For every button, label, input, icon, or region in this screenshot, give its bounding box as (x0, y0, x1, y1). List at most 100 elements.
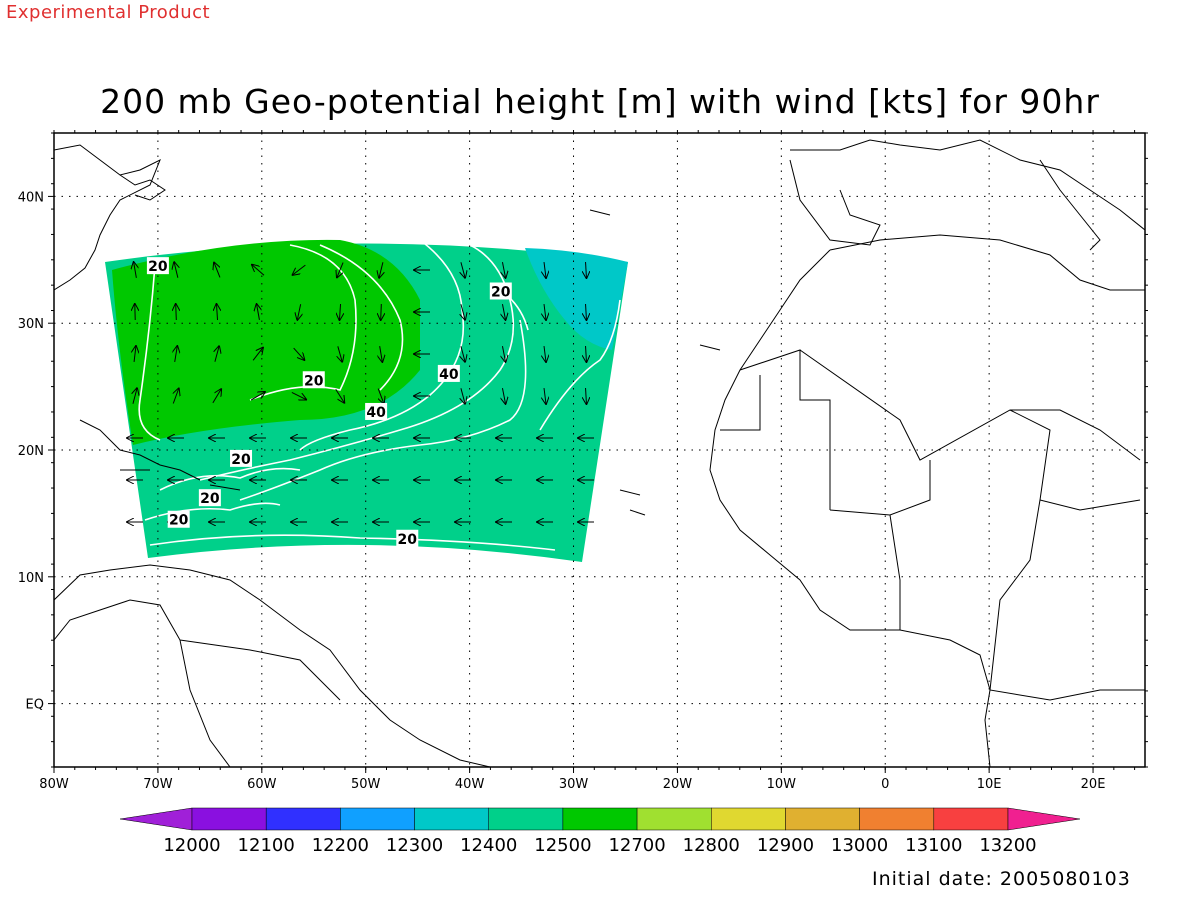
wind-vector (250, 392, 265, 401)
lon-tick-label: 20E (1081, 777, 1106, 792)
contour-label: 20 (148, 259, 168, 275)
wind-vectors (127, 262, 594, 522)
wind-vector (461, 304, 465, 319)
contour-label-box (365, 402, 388, 420)
colorbar-label: 12100 (238, 835, 295, 856)
wind-vector (461, 262, 465, 277)
contour-label: 20 (200, 491, 220, 507)
wind-vector (461, 346, 465, 361)
lon-tick-label: 0 (881, 777, 889, 792)
contour-label: 20 (398, 532, 418, 548)
contour-label-box (437, 364, 460, 382)
map-title: 200 mb Geo-potential height [m] with win… (100, 82, 1100, 121)
wind-vector (378, 388, 384, 404)
colorbar-segment (785, 807, 860, 831)
contour-label: 20 (169, 513, 189, 529)
europe-coast (790, 139, 1145, 231)
contour-label-box (489, 282, 512, 300)
wind-contour-line (149, 534, 556, 551)
wind-vector (381, 303, 382, 320)
colorbar-label: 12000 (163, 835, 220, 856)
lon-tick-label: 60W (247, 777, 277, 792)
colorbar-segment (562, 807, 638, 831)
wind-vector (252, 348, 263, 361)
wind-vector (291, 391, 306, 399)
colorbar-low-triangle (119, 807, 193, 831)
wind-vector (337, 262, 344, 278)
lon-tick-label: 40W (455, 777, 485, 792)
wind-contour-line (299, 239, 465, 451)
wind-vector (380, 346, 383, 362)
colorbar-label: 13200 (979, 835, 1036, 856)
wind-contour-line (199, 244, 515, 481)
contour-label-box (198, 489, 221, 507)
west-africa-coast (709, 249, 991, 767)
wind-vector (134, 262, 137, 278)
lon-tick-label: 10E (977, 777, 1002, 792)
colorbar-label: 12400 (460, 835, 517, 856)
wind-vector (586, 303, 587, 320)
contour-label-box (396, 529, 419, 547)
colorbar-high-triangle (1007, 807, 1081, 831)
colorbar-segment (488, 807, 564, 831)
north-africa-coast (829, 234, 1145, 291)
wind-vector (173, 388, 178, 404)
wind-contours (138, 239, 621, 551)
shading-12400-band (525, 248, 628, 350)
wind-vector (586, 261, 587, 278)
wind-contour-line (539, 299, 621, 431)
wind-vector (338, 346, 342, 361)
lat-tick-label: 30N (18, 317, 44, 332)
wind-contour-line (138, 264, 161, 441)
wind-vector (252, 265, 265, 276)
contour-label: 20 (304, 373, 324, 389)
colorbar-segment (711, 807, 786, 831)
wind-vector (502, 388, 505, 404)
wind-vector (502, 304, 505, 320)
wind-vector (176, 304, 177, 321)
wind-contour-line (319, 244, 404, 391)
wind-vector (175, 346, 178, 362)
wind-vector (293, 264, 306, 275)
colorbar-label: 13100 (905, 835, 962, 856)
wind-vector (134, 346, 136, 363)
initial-date-label: Initial date: 2005080103 (872, 868, 1131, 890)
wind-vector (586, 345, 587, 362)
north-america-coast (54, 144, 161, 291)
wind-vector (216, 304, 217, 321)
wind-vector (212, 389, 221, 404)
colorbar-label: 12800 (683, 835, 740, 856)
colorbar-segment (414, 807, 489, 831)
lat-tick-label: 10N (18, 571, 44, 586)
wind-vector (297, 304, 300, 320)
experimental-product-label: Experimental Product (6, 2, 211, 23)
wind-vector (544, 388, 546, 404)
colorbar-label: 12300 (386, 835, 443, 856)
south-america-interior (54, 599, 341, 767)
contour-label-box (302, 371, 325, 389)
colorbar-segment (859, 807, 935, 831)
colorbar-label: 12200 (312, 835, 369, 856)
lon-tick-label: 70W (143, 777, 173, 792)
italy-coast (1039, 159, 1101, 251)
colorbar-label: 12900 (757, 835, 814, 856)
lon-tick-label: 50W (351, 777, 381, 792)
lat-tick-label: 20N (18, 444, 44, 459)
wind-vector (379, 262, 383, 278)
wind-vector (461, 388, 465, 403)
wind-vector (293, 347, 305, 360)
contour-labels: 20 20 20 40 40 20 20 20 20 (146, 257, 512, 548)
wind-vector (215, 346, 219, 362)
contour-label-box (230, 449, 253, 467)
contour-label: 20 (231, 452, 251, 468)
wind-vector (544, 262, 546, 278)
africa-borders (720, 349, 1145, 701)
colorbar-segment (191, 807, 267, 831)
caribbean-islands (79, 419, 241, 491)
wind-vector (586, 387, 587, 404)
colorbar-segment (265, 807, 341, 831)
wind-vector (335, 388, 345, 403)
iberia-coast (789, 159, 881, 246)
shading-12700-band (112, 239, 420, 445)
